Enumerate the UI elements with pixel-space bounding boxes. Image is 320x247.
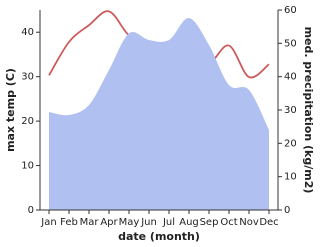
y-tick-label: 10	[21, 161, 34, 172]
y-tick-label: 40	[21, 27, 34, 38]
y2-tick-label: 40	[284, 72, 297, 83]
x-tick-label: Jul	[162, 217, 175, 228]
x-tick-label: Dec	[259, 217, 278, 228]
x-tick-label: Apr	[100, 217, 118, 228]
y-axis-title: max temp (C)	[4, 68, 17, 152]
x-tick-label: Mar	[80, 217, 100, 228]
y2-tick-label: 0	[284, 205, 290, 216]
x-tick-label: May	[119, 217, 140, 228]
y2-tick-label: 20	[284, 138, 297, 149]
x-tick-label: Aug	[179, 217, 199, 228]
y-tick-label: 20	[21, 116, 34, 127]
x-tick-label: Jun	[140, 217, 157, 228]
y-tick-label: 30	[21, 72, 34, 83]
precipitation-area	[49, 17, 269, 211]
y-tick-label: 0	[28, 205, 34, 216]
y2-tick-label: 60	[284, 5, 297, 16]
y2-axis-title: med. precipitation (kg/m2)	[302, 27, 315, 194]
x-tick-label: Feb	[60, 217, 78, 228]
x-axis-title: date (month)	[118, 230, 200, 243]
x-tick-label: Oct	[220, 217, 237, 228]
y2-tick-label: 30	[284, 105, 297, 116]
y2-tick-label: 50	[284, 38, 297, 49]
y2-tick-label: 10	[284, 172, 297, 183]
x-tick-label: Sep	[200, 217, 219, 228]
x-tick-label: Nov	[239, 217, 259, 228]
x-tick-label: Jan	[40, 217, 56, 228]
